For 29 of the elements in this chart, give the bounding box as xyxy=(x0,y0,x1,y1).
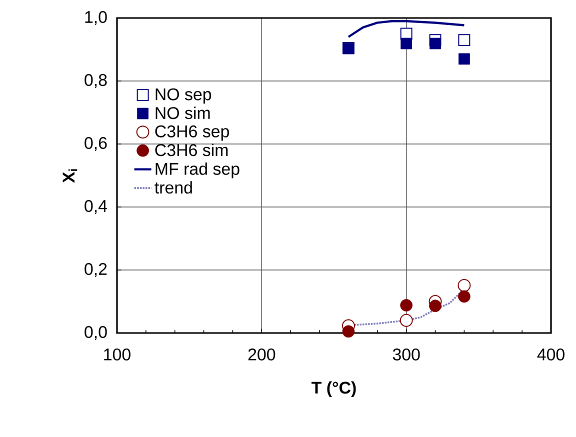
legend-label: trend xyxy=(154,181,192,194)
point xyxy=(429,300,442,312)
y-tick-label: 0,6 xyxy=(84,137,107,151)
y-tick-label: 1,0 xyxy=(85,10,107,25)
point xyxy=(430,38,441,50)
point xyxy=(458,290,470,303)
y-tick-label: 0,8 xyxy=(84,74,107,88)
point xyxy=(458,278,471,292)
x-axis-title: T (°C) xyxy=(312,381,356,398)
x-tick-label: 300 xyxy=(392,348,420,360)
point xyxy=(400,299,413,312)
x-tick-label: 400 xyxy=(537,348,564,360)
point xyxy=(458,53,470,65)
y-axis-title: X$_{i}$ xyxy=(62,169,78,183)
legend-label: C3H6 sep xyxy=(155,125,229,141)
x-tick-label: 200 xyxy=(248,348,276,360)
legend-label: NO sim xyxy=(156,106,210,120)
point xyxy=(458,34,470,46)
x-tick-label: 100 xyxy=(104,348,130,360)
legend-label: MF rad sep xyxy=(156,162,240,178)
legend-label: C3H6 sim xyxy=(155,144,228,156)
y-tick-label: 0,4 xyxy=(84,200,108,214)
y-tick-label: 0,2 xyxy=(84,263,107,277)
line-series xyxy=(347,20,466,38)
point xyxy=(342,325,355,338)
point xyxy=(400,38,412,50)
legend-label: NO sep xyxy=(156,88,212,104)
point xyxy=(400,314,413,327)
y-tick-label: 0,0 xyxy=(84,326,107,340)
